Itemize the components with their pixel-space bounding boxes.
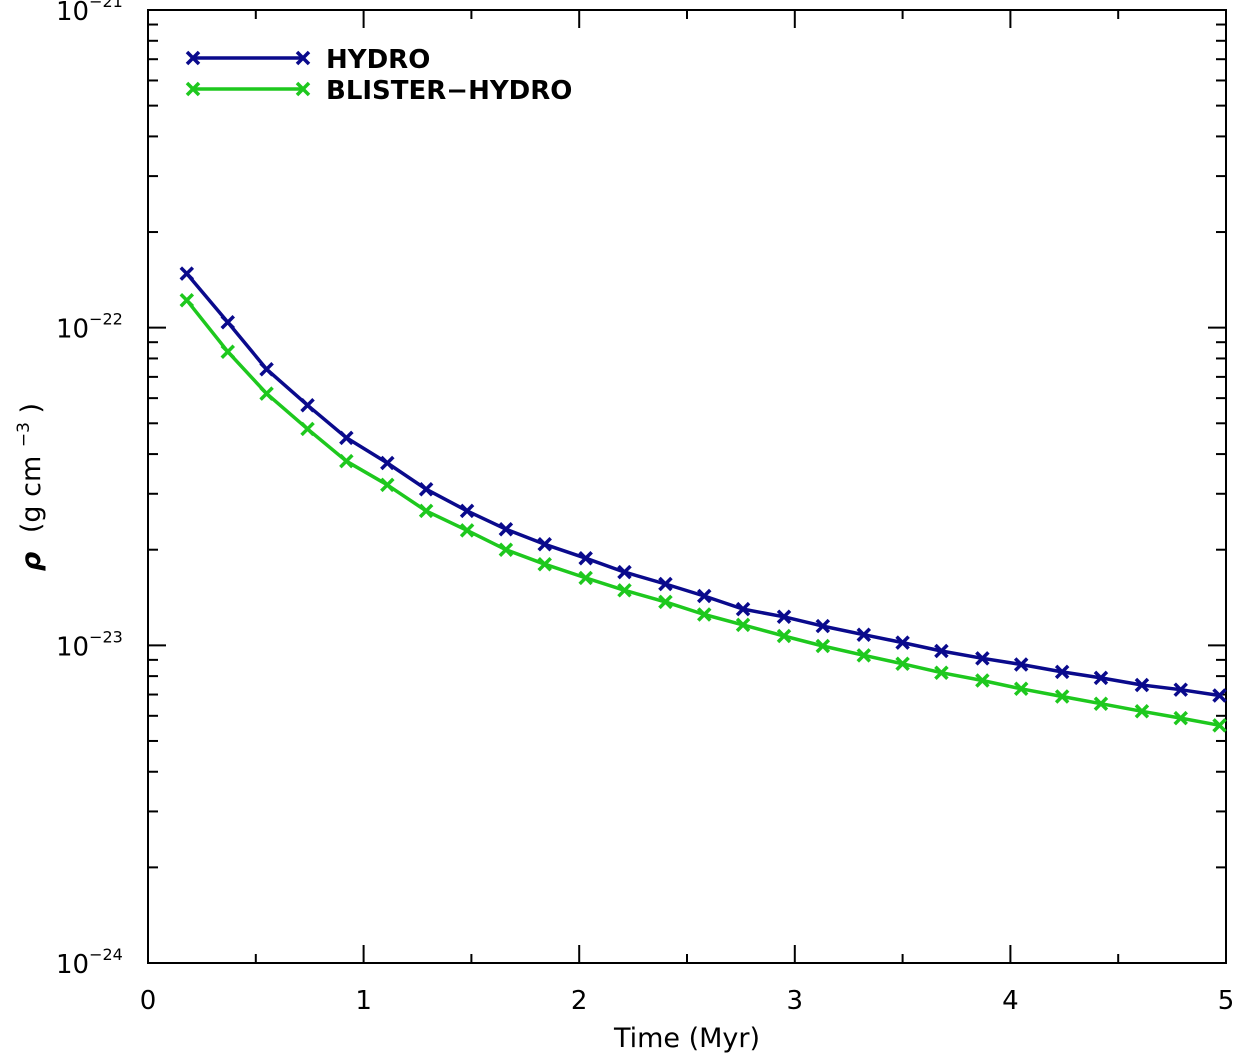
x-tick-label: 4 [1002, 986, 1019, 1016]
data-point-marker [418, 503, 434, 519]
data-point-marker [1134, 677, 1150, 693]
data-point-marker [617, 564, 632, 580]
data-point-marker [735, 601, 751, 617]
x-axis-label: Time (Myr) [613, 1023, 760, 1054]
legend-marker [185, 50, 201, 66]
data-point-marker [498, 521, 514, 537]
data-point-marker [617, 583, 632, 598]
data-point-marker [1173, 710, 1188, 726]
legend-marker [185, 81, 201, 97]
data-point-marker [975, 673, 990, 688]
x-tick-label: 1 [355, 986, 372, 1016]
data-point-marker [1173, 682, 1188, 697]
legend-marker [295, 50, 311, 66]
data-point-marker [418, 482, 434, 497]
legend-marker-blister-hydro-left [185, 81, 201, 97]
data-point-marker [259, 361, 274, 377]
data-point-marker [1013, 657, 1029, 672]
data-point-marker [1212, 688, 1227, 703]
data-point-marker [179, 292, 195, 308]
series-line-0 [185, 272, 1220, 698]
data-point-marker [220, 315, 236, 330]
y-tick-label: 10−23 [56, 627, 123, 662]
legend-label-hydro: HYDRO [326, 45, 430, 75]
data-point-marker [895, 635, 910, 650]
y-axis-label: ρ (g cm −3 ) [5, 403, 47, 571]
x-tick-label: 2 [571, 986, 588, 1016]
y-tick-label: 10−22 [56, 310, 123, 345]
data-point-marker [934, 643, 949, 659]
legend-marker-blister-hydro-right [295, 81, 311, 97]
y-axis-symbol: ρ [16, 552, 47, 571]
plot-frame [147, 9, 1227, 964]
data-point-marker [697, 607, 712, 622]
data-point-marker [776, 628, 792, 644]
data-point-marker [895, 656, 910, 671]
data-point-marker [380, 455, 395, 471]
data-point-marker [1054, 664, 1070, 680]
svg-text:ρ (g cm −3 ): ρ (g cm −3 ) [5, 403, 47, 571]
data-point-marker [856, 648, 872, 663]
data-point-marker [815, 638, 831, 654]
series-layer [179, 266, 1227, 733]
legend-entry-hydro: HYDRO [185, 45, 430, 75]
data-point-marker [697, 588, 712, 604]
data-point-marker [220, 344, 236, 359]
data-point-marker [934, 665, 949, 680]
legend-marker-hydro-left [185, 50, 201, 66]
legend-marker-hydro-right [295, 50, 311, 66]
data-point-marker [537, 557, 552, 572]
data-point-marker [498, 542, 514, 557]
x-tick-label: 0 [140, 986, 157, 1016]
y-tick-label: 10−24 [56, 945, 123, 980]
y-axis-unit: (g cm [16, 456, 47, 533]
data-point-marker [1093, 670, 1109, 686]
y-tick-labels: 10−24 10−23 10−22 10−21 [56, 0, 123, 980]
data-point-marker [380, 477, 395, 493]
data-point-marker [856, 627, 872, 642]
x-tick-label: 3 [787, 986, 804, 1016]
series-line-1 [185, 299, 1220, 728]
legend-entry-blister-hydro: BLISTER−HYDRO [185, 76, 572, 106]
data-point-marker [658, 576, 673, 592]
data-point-marker [1093, 696, 1109, 711]
data-point-marker [776, 609, 792, 625]
data-point-marker [1054, 689, 1070, 704]
data-point-marker [300, 397, 315, 413]
data-point-marker [658, 594, 673, 610]
data-point-marker [735, 617, 751, 633]
data-point-marker [339, 430, 354, 446]
data-point-marker [339, 453, 354, 469]
x-tick-label: 5 [1218, 986, 1233, 1016]
data-point-marker [459, 523, 475, 538]
legend: HYDRO BLISTER−HYDRO [185, 45, 572, 106]
y-axis-unit-close: ) [16, 403, 47, 414]
axis-ticks [147, 9, 1227, 964]
data-point-marker [578, 551, 593, 566]
data-point-marker [179, 266, 195, 281]
data-point-marker [1212, 718, 1227, 733]
data-point-marker [537, 537, 552, 552]
data-point-marker [459, 503, 475, 519]
data-point-marker [975, 651, 990, 666]
y-tick-label: 10−21 [56, 0, 123, 27]
data-point-marker [815, 618, 831, 634]
data-point-marker [578, 570, 593, 586]
legend-label-blister-hydro: BLISTER−HYDRO [326, 76, 572, 106]
data-point-marker [1134, 704, 1150, 719]
data-point-marker [259, 386, 274, 401]
legend-marker [295, 81, 311, 97]
data-point-marker [1013, 681, 1029, 696]
data-point-marker [300, 421, 315, 437]
y-axis-unit-exponent: −3 [14, 422, 34, 447]
x-tick-labels: 0 1 2 3 4 5 [140, 986, 1233, 1016]
